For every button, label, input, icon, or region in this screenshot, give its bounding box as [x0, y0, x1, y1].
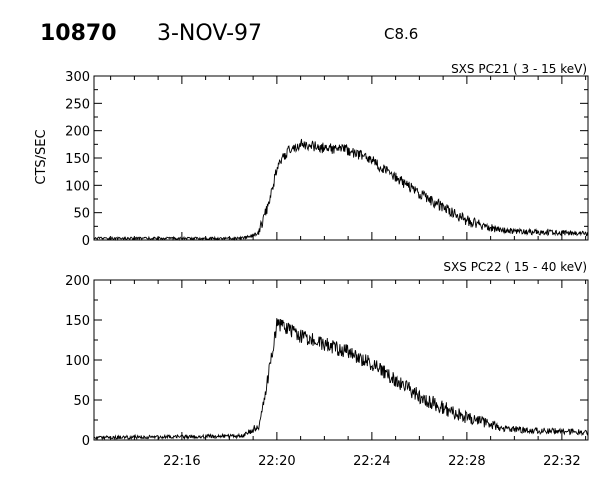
y-tick-label: 50 — [73, 207, 90, 222]
y-tick-label: 150 — [65, 314, 90, 329]
top-x-axis — [110, 76, 587, 240]
top-panel-frame — [93, 75, 589, 241]
x-tick-label: 22:20 — [258, 454, 295, 469]
top-panel-ylabel: CTS/SEC — [34, 129, 49, 184]
event-date: 3-NOV-97 — [157, 21, 262, 46]
bottom-panel: SXS PC22 ( 15 - 40 keV) 0 50 100 150 200 22:… — [65, 260, 589, 469]
bottom-panel-title: SXS PC22 ( 15 - 40 keV) — [443, 260, 587, 274]
y-tick-label: 150 — [65, 152, 90, 167]
y-tick-label: 100 — [65, 354, 90, 369]
top-panel: SXS PC21 ( 3 - 15 keV) CTS/SEC 0 50 100 150… — [34, 62, 589, 249]
y-tick-label: 0 — [82, 434, 90, 449]
bottom-y-axis: 0 50 100 150 200 — [65, 274, 588, 449]
top-panel-title: SXS PC21 ( 3 - 15 keV) — [451, 62, 587, 76]
y-tick-label: 0 — [82, 234, 90, 249]
bottom-series-line — [93, 318, 589, 441]
y-tick-label: 50 — [73, 394, 90, 409]
y-tick-label: 300 — [65, 70, 90, 85]
top-series-line — [93, 138, 589, 242]
event-id: 10870 — [40, 21, 117, 46]
y-tick-label: 100 — [65, 179, 90, 194]
y-tick-label: 200 — [65, 125, 90, 140]
bottom-x-axis: 22:16 22:20 22:24 22:28 22:32 — [110, 280, 587, 469]
flare-class: C8.6 — [384, 25, 418, 43]
x-tick-label: 22:32 — [543, 454, 580, 469]
top-y-axis: 0 50 100 150 200 250 300 — [65, 70, 588, 249]
x-tick-label: 22:24 — [353, 454, 390, 469]
bottom-panel-frame — [93, 279, 589, 441]
x-tick-label: 22:16 — [163, 454, 200, 469]
x-tick-label: 22:28 — [448, 454, 485, 469]
y-tick-label: 200 — [65, 274, 90, 289]
y-tick-label: 250 — [65, 97, 90, 112]
